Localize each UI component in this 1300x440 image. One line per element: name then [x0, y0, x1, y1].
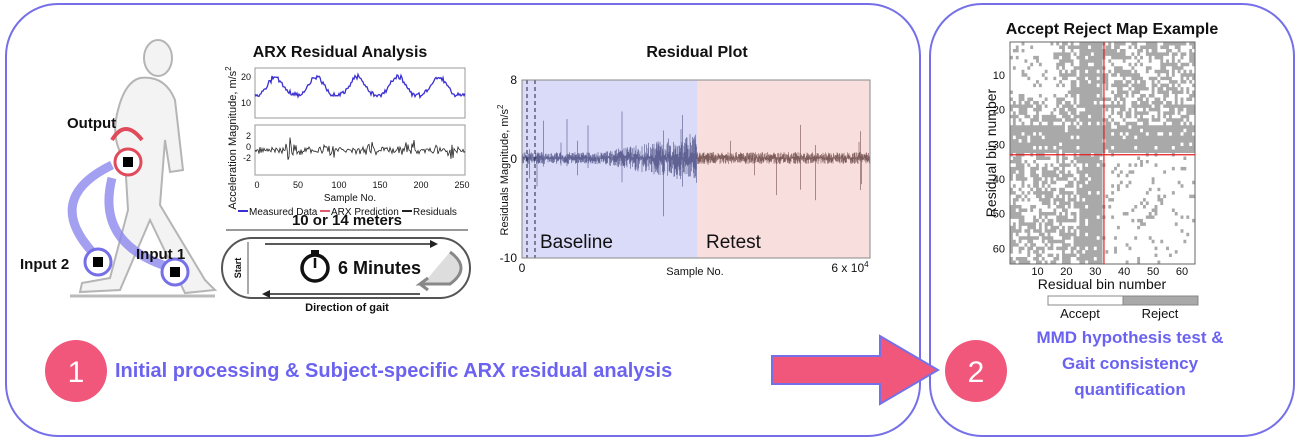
residual-ytick: -10 — [500, 251, 518, 265]
arx-ylabel: Acceleration Magnitude, m/s2 — [224, 66, 239, 210]
step-2-badge — [945, 340, 1007, 402]
start: Start — [233, 258, 243, 279]
arx-ytick: 20 — [241, 72, 251, 82]
residual-ytick: 8 — [510, 73, 517, 87]
retest-region — [697, 80, 870, 258]
turn-arrow — [415, 250, 463, 292]
distance: 10 or 14 meters — [292, 212, 402, 229]
residual-trace — [696, 124, 870, 201]
residual-xtick: 6 x 104 — [831, 260, 869, 275]
output-arrow — [110, 127, 144, 142]
step-2-number: 2 — [968, 356, 985, 389]
flow-arrow — [771, 334, 940, 406]
accept-label: Accept — [1060, 306, 1100, 321]
map-ylabel: Residual bin number — [983, 88, 999, 217]
map-xtick: 20 — [1060, 266, 1072, 278]
map-axes — [1009, 41, 1196, 265]
arx-xlabel: Sample No. — [324, 193, 376, 204]
arx-bottom-axes — [254, 124, 466, 176]
input-arrows — [67, 160, 174, 273]
map-xtick: 10 — [1031, 266, 1043, 278]
map-ytick: 20 — [993, 105, 1005, 117]
arx-xtick: 150 — [372, 180, 387, 190]
arx-xtick: 0 — [254, 180, 259, 190]
map-xtick: 60 — [1176, 266, 1188, 278]
arx-ytick: 2 — [246, 131, 251, 141]
step-2-line: Gait consistency — [1062, 354, 1199, 373]
map-ytick: 50 — [993, 209, 1005, 221]
map-ytick: 10 — [993, 70, 1005, 82]
step-1-badge — [45, 340, 107, 402]
stopwatch-top — [311, 250, 319, 254]
arx-ytick: 10 — [241, 98, 251, 108]
legend-label: Measured Data — [249, 207, 318, 218]
map-ytick: 40 — [993, 174, 1005, 186]
arx-ytick: -2 — [243, 153, 251, 163]
residual-ylabel: Residuals Magnitude, m/s2 — [496, 104, 511, 236]
residual-xtick: 0 — [519, 261, 526, 275]
arx-xtick: 100 — [331, 180, 346, 190]
map-xtick: 30 — [1089, 266, 1101, 278]
residual-ytick: 0 — [510, 152, 517, 166]
baseline-region — [522, 80, 697, 258]
retest-label: Retest — [706, 232, 762, 253]
sensors — [83, 147, 190, 287]
residual-title: Residual Plot — [646, 44, 748, 61]
baseline-label: Baseline — [540, 232, 613, 253]
map-xlabel: Residual bin number — [1038, 276, 1167, 292]
arx-xtick: 50 — [293, 180, 303, 190]
output-label: Output — [67, 115, 116, 132]
track — [221, 237, 471, 299]
arx-residual — [254, 137, 466, 160]
map-xtick: 50 — [1147, 266, 1159, 278]
duration: 6 Minutes — [338, 258, 421, 278]
map-title: Accept Reject Map Example — [1006, 21, 1219, 38]
back-arrow-head — [262, 290, 270, 298]
arx-xtick: 250 — [454, 180, 469, 190]
forward-arrow-head — [430, 240, 438, 248]
input2-label: Input 2 — [20, 256, 69, 273]
residual-traces — [521, 111, 870, 217]
step-1-number: 1 — [68, 356, 85, 389]
arx-measured — [254, 72, 466, 100]
reject-label: Reject — [1142, 306, 1179, 321]
arx-ytick: 0 — [246, 142, 251, 152]
accept-swatch — [1047, 295, 1124, 306]
legend-label: ARX Prediction — [331, 207, 399, 218]
residual-xlabel: Sample No. — [666, 266, 723, 278]
step-2-line: quantification — [1074, 380, 1185, 399]
input1-label: Input 1 — [136, 246, 185, 263]
map-ytick: 30 — [993, 139, 1005, 151]
arx-top-axes — [254, 67, 466, 119]
map-xtick: 40 — [1118, 266, 1130, 278]
legend-label: Residuals — [413, 207, 457, 218]
map-ytick: 60 — [993, 243, 1005, 255]
step-1-label: Initial processing & Subject-specific AR… — [115, 360, 672, 382]
step-2-line: MMD hypothesis test & — [1036, 328, 1223, 347]
map-cells — [1010, 42, 1195, 264]
residual-axes — [521, 79, 871, 259]
reject-swatch — [1122, 295, 1199, 306]
direction: Direction of gait — [305, 302, 389, 314]
arx-title: ARX Residual Analysis — [253, 44, 428, 61]
arx-xtick: 200 — [413, 180, 428, 190]
walker — [78, 39, 218, 295]
